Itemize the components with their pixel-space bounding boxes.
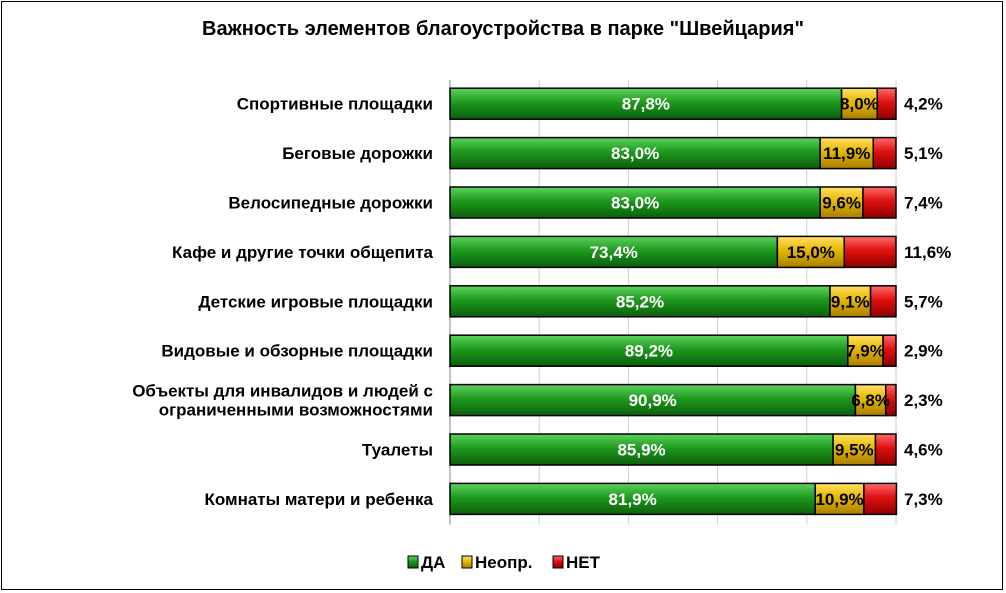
bar-segment <box>832 433 877 466</box>
data-label: 83,0% <box>611 144 659 163</box>
data-label: 83,0% <box>611 194 659 213</box>
bar-segment <box>449 235 779 269</box>
labels: 87,8% 8,0% 4,2% Спортивные площадки 83,0% 11,… <box>132 95 951 509</box>
bar-segment <box>814 482 865 516</box>
data-label: 4,2% <box>904 95 943 114</box>
category-label: Объекты для инвалидов и людей с <box>132 382 433 401</box>
bar-segment <box>882 334 897 367</box>
bar-segment <box>819 186 864 219</box>
data-label: 5,1% <box>904 144 943 163</box>
bar-segment <box>869 285 897 318</box>
data-label: 85,9% <box>617 441 665 460</box>
bar-segment <box>449 433 834 466</box>
data-label: 6,8% <box>851 391 890 410</box>
bar-segment <box>847 334 884 367</box>
category-label: Велосипедные дорожки <box>228 194 433 213</box>
data-label: 9,1% <box>831 292 870 311</box>
category-label: Спортивные площадки <box>237 95 433 114</box>
category-label: Комнаты матери и ребенка <box>204 490 433 509</box>
data-label: 85,2% <box>616 292 664 311</box>
data-label: 11,6% <box>904 243 951 262</box>
legend-label: ДА <box>421 553 445 572</box>
category-label: Детские игровые площадки <box>198 292 433 311</box>
category-label: ограниченными возможностями <box>159 401 433 420</box>
category-label: Туалеты <box>362 441 433 460</box>
data-label: 4,6% <box>904 441 943 460</box>
category-label: Видовые и обзорные площадки <box>161 342 433 361</box>
data-label: 2,3% <box>904 391 943 410</box>
bar-segment <box>874 433 897 466</box>
data-label: 73,4% <box>590 243 638 262</box>
bar-segment <box>863 482 898 516</box>
data-label: 89,2% <box>625 342 673 361</box>
chart-title: Важность элементов благоустройства в пар… <box>202 18 804 40</box>
category-label: Беговые дорожки <box>282 144 433 163</box>
legend-label: Неопр. <box>475 553 533 572</box>
bar-segment <box>449 186 821 219</box>
bar-segment <box>840 87 879 120</box>
data-label: 7,3% <box>904 490 943 509</box>
data-label: 87,8% <box>622 95 670 114</box>
bar-segment <box>449 482 817 516</box>
bar-segment <box>776 235 846 269</box>
legend-swatch <box>407 555 419 569</box>
bar-segment <box>449 285 831 318</box>
data-label: 90,9% <box>629 391 677 410</box>
legend: ДА Неопр. НЕТ <box>407 553 601 572</box>
data-label: 2,9% <box>904 342 943 361</box>
data-label: 10,9% <box>815 490 863 509</box>
bars <box>449 87 898 516</box>
bar-segment <box>449 136 821 170</box>
bar-segment <box>862 186 897 219</box>
bar-segment <box>876 87 897 120</box>
data-label: 7,9% <box>846 342 885 361</box>
data-label: 9,5% <box>835 441 874 460</box>
bar-segment <box>449 334 849 367</box>
legend-swatch <box>552 555 564 569</box>
data-label: 15,0% <box>787 243 835 262</box>
legend-swatch <box>461 555 473 569</box>
legend-label: НЕТ <box>566 553 601 572</box>
bar-segment <box>449 383 857 417</box>
data-label: 81,9% <box>609 490 657 509</box>
data-label: 7,4% <box>904 194 943 213</box>
data-label: 5,7% <box>904 292 943 311</box>
category-label: Кафе и другие точки общепита <box>172 243 433 262</box>
data-label: 11,9% <box>823 144 870 163</box>
bar-segment <box>884 383 897 417</box>
data-label: 8,0% <box>840 95 879 114</box>
data-label: 9,6% <box>822 194 861 213</box>
bar-segment <box>872 136 897 170</box>
bar-segment <box>843 235 897 269</box>
